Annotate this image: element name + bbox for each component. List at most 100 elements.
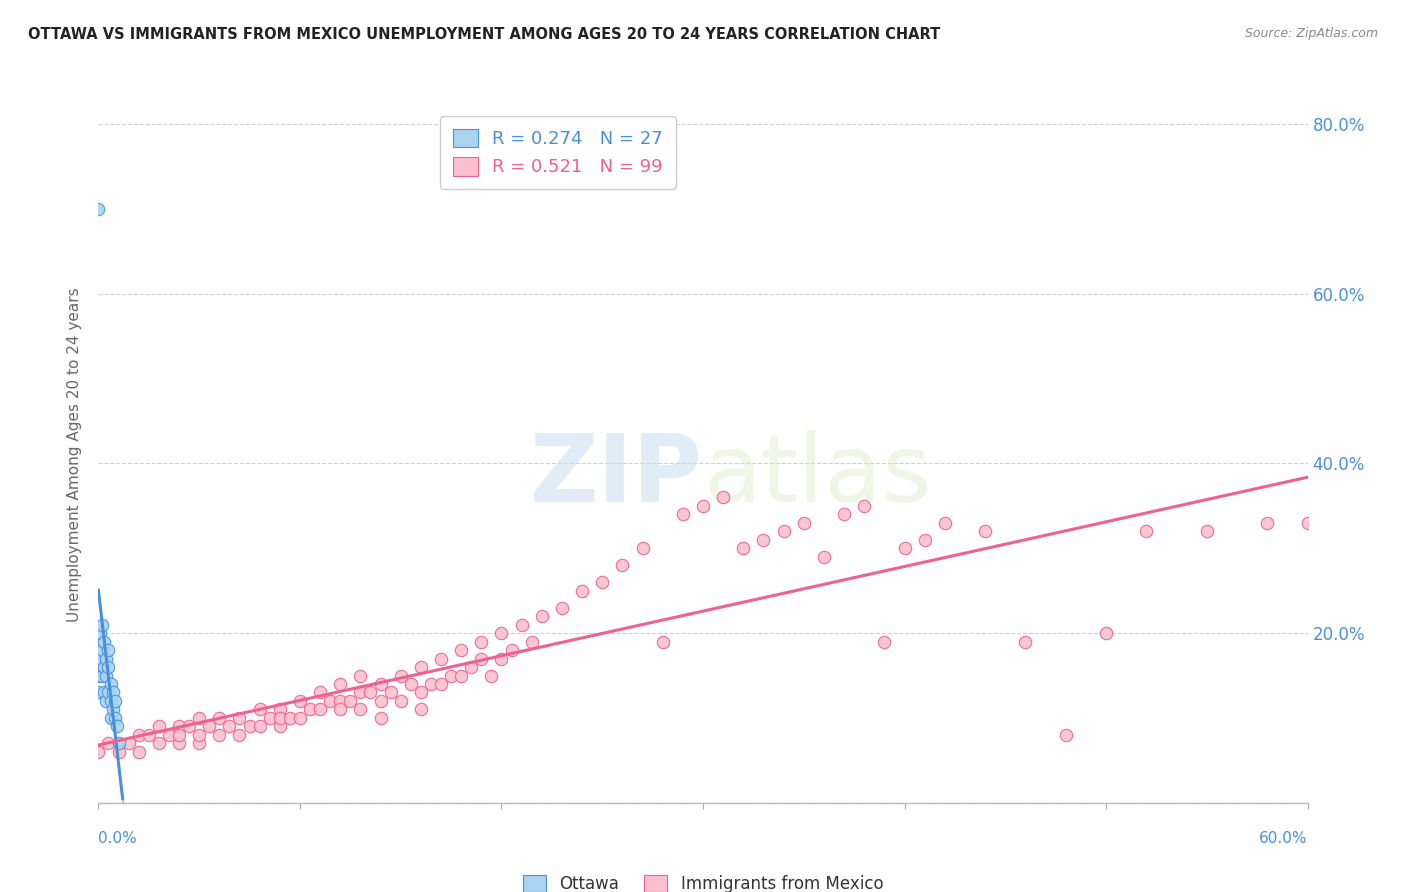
Point xyxy=(711,491,734,505)
Point xyxy=(370,677,392,691)
Point xyxy=(87,202,110,216)
Point xyxy=(128,745,150,759)
Point xyxy=(1195,524,1218,539)
Point xyxy=(450,668,472,682)
Point xyxy=(100,694,122,708)
Point xyxy=(97,736,120,750)
Point xyxy=(380,685,402,699)
Point xyxy=(228,711,250,725)
Point xyxy=(339,694,361,708)
Point xyxy=(93,660,115,674)
Point xyxy=(107,736,129,750)
Y-axis label: Unemployment Among Ages 20 to 24 years: Unemployment Among Ages 20 to 24 years xyxy=(67,287,83,623)
Point xyxy=(91,668,114,682)
Point xyxy=(893,541,915,556)
Point xyxy=(101,685,124,699)
Point xyxy=(631,541,654,556)
Point xyxy=(329,694,352,708)
Point xyxy=(128,728,150,742)
Point xyxy=(188,711,211,725)
Point xyxy=(96,651,118,665)
Point xyxy=(208,728,231,742)
Point xyxy=(167,728,190,742)
Point xyxy=(974,524,997,539)
Point xyxy=(1256,516,1278,530)
Point xyxy=(491,626,513,640)
Point xyxy=(93,685,115,699)
Point xyxy=(409,702,432,716)
Point xyxy=(1135,524,1157,539)
Point xyxy=(420,677,443,691)
Point xyxy=(389,668,412,682)
Point xyxy=(309,685,332,699)
Point xyxy=(430,677,453,691)
Point xyxy=(612,558,634,573)
Point xyxy=(288,711,311,725)
Point xyxy=(360,685,382,699)
Point xyxy=(551,600,574,615)
Point xyxy=(1014,634,1036,648)
Point xyxy=(349,668,371,682)
Point xyxy=(1054,728,1077,742)
Point xyxy=(733,541,755,556)
Point xyxy=(105,719,128,733)
Point xyxy=(111,805,134,819)
Point xyxy=(651,634,673,648)
Point xyxy=(349,702,371,716)
Point xyxy=(148,736,170,750)
Point xyxy=(107,745,129,759)
Point xyxy=(167,736,190,750)
Point xyxy=(813,549,835,564)
Point xyxy=(329,702,352,716)
Text: atlas: atlas xyxy=(703,430,931,522)
Point xyxy=(97,643,120,657)
Point xyxy=(259,711,281,725)
Point xyxy=(370,694,392,708)
Point xyxy=(89,651,111,665)
Point xyxy=(188,728,211,742)
Point xyxy=(269,702,291,716)
Point xyxy=(87,668,110,682)
Point xyxy=(218,719,240,733)
Point xyxy=(103,694,125,708)
Point xyxy=(198,719,221,733)
Point xyxy=(91,643,114,657)
Point xyxy=(460,660,482,674)
Point xyxy=(179,719,201,733)
Point xyxy=(249,702,271,716)
Point xyxy=(349,685,371,699)
Point xyxy=(100,677,122,691)
Point xyxy=(389,694,412,708)
Point xyxy=(409,685,432,699)
Point xyxy=(430,651,453,665)
Point xyxy=(188,736,211,750)
Point xyxy=(409,660,432,674)
Point xyxy=(89,626,111,640)
Point xyxy=(1296,516,1319,530)
Point xyxy=(299,702,322,716)
Text: 60.0%: 60.0% xyxy=(1260,830,1308,846)
Point xyxy=(97,660,120,674)
Point xyxy=(520,634,543,648)
Point xyxy=(793,516,815,530)
Point xyxy=(138,728,160,742)
Point xyxy=(97,685,120,699)
Point xyxy=(832,508,855,522)
Point xyxy=(501,643,523,657)
Point xyxy=(103,711,125,725)
Point xyxy=(571,583,593,598)
Point xyxy=(269,711,291,725)
Point xyxy=(399,677,422,691)
Point xyxy=(96,694,118,708)
Point xyxy=(208,711,231,725)
Point xyxy=(309,702,332,716)
Point xyxy=(87,685,110,699)
Point xyxy=(87,745,110,759)
Point xyxy=(329,677,352,691)
Text: OTTAWA VS IMMIGRANTS FROM MEXICO UNEMPLOYMENT AMONG AGES 20 TO 24 YEARS CORRELAT: OTTAWA VS IMMIGRANTS FROM MEXICO UNEMPLO… xyxy=(28,27,941,42)
Point xyxy=(157,728,180,742)
Point xyxy=(101,702,124,716)
Point xyxy=(481,668,503,682)
Point xyxy=(269,719,291,733)
Point xyxy=(470,634,492,648)
